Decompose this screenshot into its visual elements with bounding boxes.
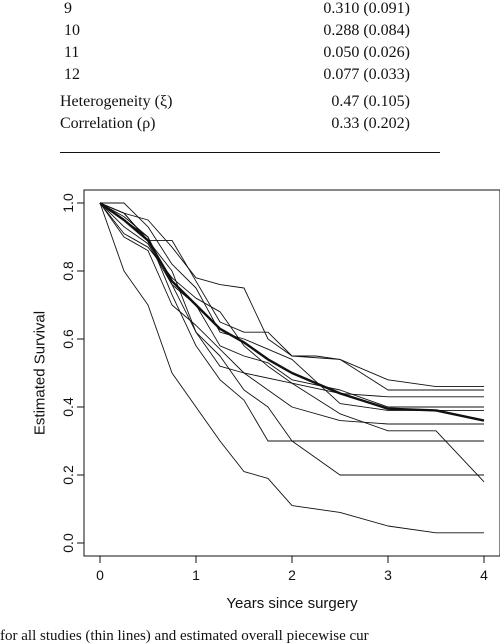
study-survival-line	[99, 202, 484, 534]
y-tick-label: 1.0	[60, 193, 76, 213]
row-value: 0.33 (0.202)	[331, 115, 410, 132]
x-tick-label: 1	[192, 567, 200, 583]
table-row: 10 0.288 (0.084)	[60, 20, 440, 42]
row-label: Heterogeneity (ξ)	[60, 93, 173, 110]
table-row: 12 0.077 (0.033)	[60, 64, 440, 86]
x-tick-label: 0	[96, 567, 104, 583]
row-value: 0.050 (0.026)	[323, 44, 410, 61]
x-tick-label: 2	[288, 567, 296, 583]
study-survival-line	[99, 202, 485, 483]
study-survival-line	[99, 202, 484, 442]
study-survival-line	[99, 202, 484, 398]
x-tick-label: 3	[384, 567, 392, 583]
y-tick-label: 0.8	[60, 261, 76, 281]
row-value: 0.47 (0.105)	[331, 93, 410, 110]
y-axis-label: Estimated Survival	[32, 311, 49, 435]
study-survival-line	[99, 202, 484, 391]
x-axis-label: Years since surgery	[226, 595, 358, 612]
row-label: 11	[64, 44, 80, 61]
table-row: 11 0.050 (0.026)	[60, 42, 440, 64]
row-value: 0.288 (0.084)	[323, 22, 410, 39]
row-label: 12	[64, 66, 80, 83]
figure-caption: for all studies (thin lines) and estimat…	[0, 628, 369, 644]
row-label: 10	[64, 22, 80, 39]
row-label: Correlation (ρ)	[60, 115, 156, 132]
row-value: 0.077 (0.033)	[323, 66, 410, 83]
y-tick-label: 0.4	[60, 397, 76, 417]
table-row: Correlation (ρ) 0.33 (0.202)	[60, 113, 440, 135]
study-survival-line	[99, 202, 484, 476]
table-bottom-rule	[60, 152, 440, 153]
overall-survival-line	[99, 202, 485, 422]
x-tick-label: 4	[480, 567, 488, 583]
y-tick-label: 0.0	[60, 533, 76, 553]
survival-chart: 0 1 2 3 4 Years since surgery 0.0 0.2 0.4 0.6 0.8 1…	[32, 189, 500, 612]
row-value: 0.310 (0.091)	[323, 0, 410, 17]
y-tick-label: 0.2	[60, 465, 76, 485]
study-survival-line	[99, 202, 484, 425]
y-tick-label: 0.6	[60, 329, 76, 349]
row-label: 9	[64, 0, 72, 17]
table-row: Heterogeneity (ξ) 0.47 (0.105)	[60, 91, 440, 113]
study-survival-line	[99, 202, 484, 408]
table-row: 9 0.310 (0.091)	[60, 0, 440, 20]
